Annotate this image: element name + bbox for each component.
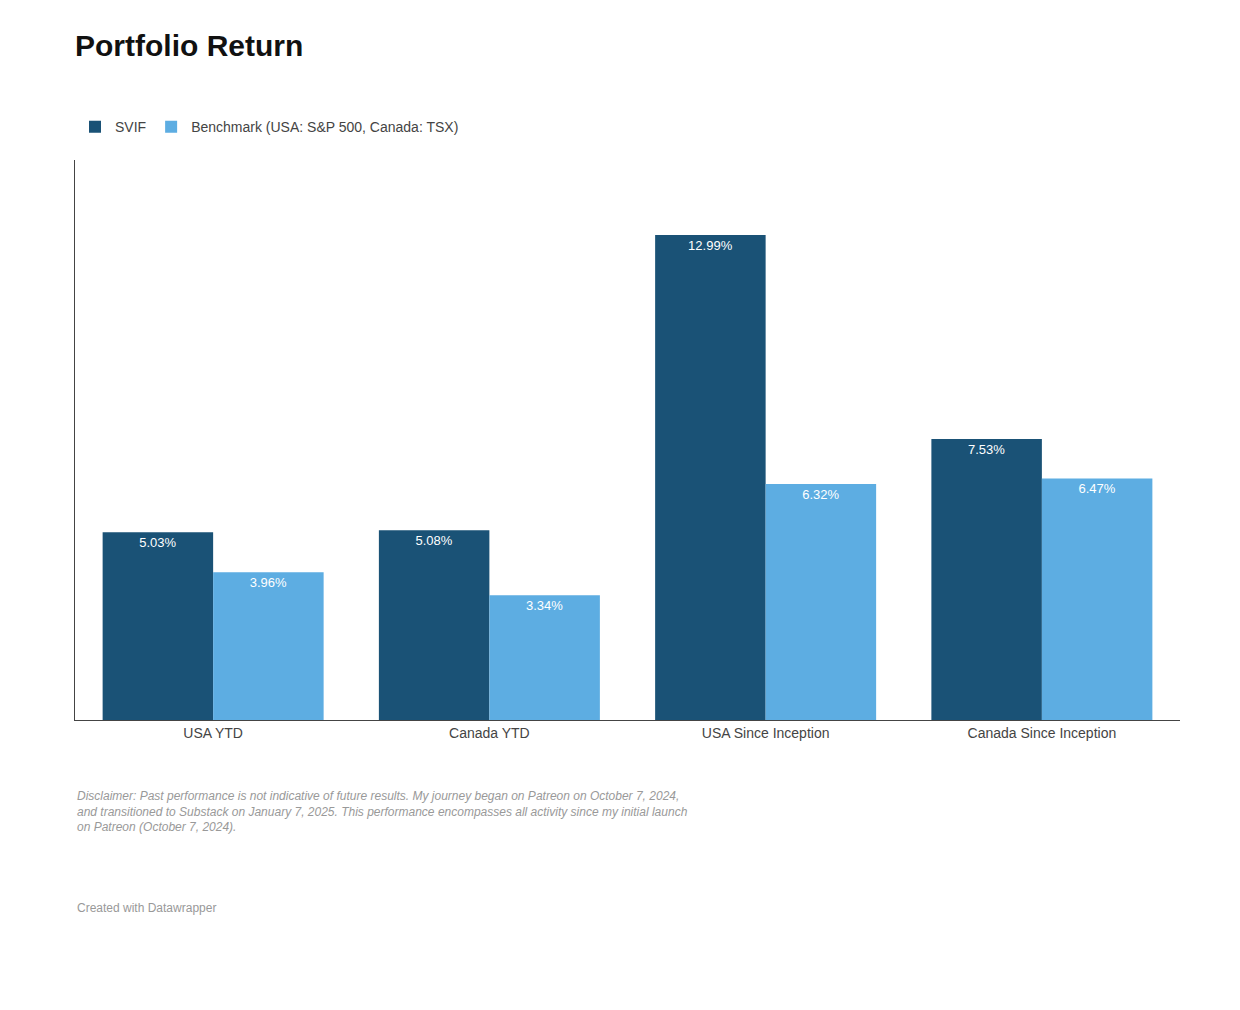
- svg-text:6.32%: 6.32%: [802, 487, 839, 502]
- svg-text:USA YTD: USA YTD: [183, 725, 243, 741]
- svg-text:Portfolio Return: Portfolio Return: [75, 29, 303, 62]
- svg-text:12.99%: 12.99%: [688, 238, 733, 253]
- svg-text:Canada YTD: Canada YTD: [449, 725, 530, 741]
- svg-text:Benchmark (USA: S&P 500, Canad: Benchmark (USA: S&P 500, Canada: TSX): [191, 119, 458, 135]
- svg-text:Created with Datawrapper: Created with Datawrapper: [77, 901, 216, 915]
- svg-text:Disclaimer: Past performance i: Disclaimer: Past performance is not indi…: [77, 789, 688, 834]
- svg-text:5.08%: 5.08%: [415, 533, 452, 548]
- svg-text:6.47%: 6.47%: [1078, 481, 1115, 496]
- svg-text:Canada Since Inception: Canada Since Inception: [968, 725, 1117, 741]
- svg-text:USA Since Inception: USA Since Inception: [702, 725, 830, 741]
- svg-text:3.34%: 3.34%: [526, 598, 563, 613]
- svg-text:3.96%: 3.96%: [250, 575, 287, 590]
- svg-text:SVIF: SVIF: [115, 119, 146, 135]
- svg-text:7.53%: 7.53%: [968, 442, 1005, 457]
- svg-text:5.03%: 5.03%: [139, 535, 176, 550]
